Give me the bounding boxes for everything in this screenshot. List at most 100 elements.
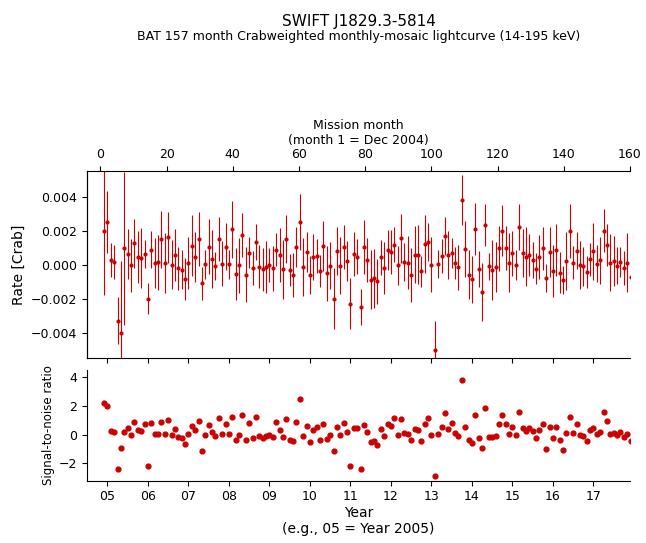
Point <box>615 427 625 436</box>
Point <box>247 433 258 442</box>
Point <box>382 420 393 428</box>
Point <box>291 418 302 426</box>
Point <box>328 446 339 455</box>
Point <box>267 433 278 441</box>
Point <box>112 465 123 473</box>
Point <box>393 431 403 439</box>
Point <box>119 427 129 436</box>
Point <box>281 415 291 424</box>
Point <box>467 439 477 448</box>
Point <box>581 437 592 445</box>
Point <box>211 432 221 440</box>
Point <box>231 435 241 444</box>
Point <box>126 431 136 439</box>
Point <box>507 423 517 432</box>
Point <box>234 431 244 439</box>
Point <box>123 424 133 433</box>
Point <box>362 427 373 436</box>
Point <box>565 412 575 421</box>
Point <box>132 426 143 435</box>
Point <box>136 427 147 435</box>
Point <box>278 433 288 441</box>
Point <box>504 430 514 438</box>
X-axis label: Year
(e.g., 05 = Year 2005): Year (e.g., 05 = Year 2005) <box>282 506 435 536</box>
Point <box>156 418 167 426</box>
Point <box>622 430 632 438</box>
Point <box>214 414 224 422</box>
Point <box>460 422 470 431</box>
Point <box>510 431 521 439</box>
Point <box>430 472 440 481</box>
Point <box>517 424 528 432</box>
Point <box>369 437 379 446</box>
Point <box>474 433 484 442</box>
Point <box>551 422 561 431</box>
Point <box>251 413 261 421</box>
Point <box>440 408 450 417</box>
Point <box>352 424 362 432</box>
Point <box>501 420 511 428</box>
Point <box>589 424 599 432</box>
Point <box>322 435 332 444</box>
Point <box>413 426 423 434</box>
Text: BAT 157 month Crabweighted monthly-mosaic lightcurve (14-195 keV): BAT 157 month Crabweighted monthly-mosai… <box>137 30 580 43</box>
Point <box>203 421 214 430</box>
Point <box>490 432 501 440</box>
Point <box>308 426 318 434</box>
Point <box>261 432 271 440</box>
Point <box>592 430 602 438</box>
Point <box>484 432 494 441</box>
Point <box>345 462 355 471</box>
Point <box>625 437 636 445</box>
Point <box>419 420 430 429</box>
Point <box>224 430 234 438</box>
Point <box>531 434 541 443</box>
Text: SWIFT J1829.3-5814: SWIFT J1829.3-5814 <box>282 14 435 29</box>
Point <box>325 431 335 440</box>
Point <box>143 462 153 471</box>
X-axis label: Mission month
(month 1 = Dec 2004): Mission month (month 1 = Dec 2004) <box>288 119 429 147</box>
Point <box>494 420 504 428</box>
Point <box>183 430 194 438</box>
Point <box>402 430 413 438</box>
Point <box>116 444 126 453</box>
Point <box>537 419 548 428</box>
Point <box>571 420 581 428</box>
Point <box>200 430 211 439</box>
Point <box>541 444 551 453</box>
Point <box>288 437 298 446</box>
Y-axis label: Rate [Crab]: Rate [Crab] <box>12 224 26 305</box>
Point <box>561 428 572 437</box>
Point <box>149 430 160 438</box>
Point <box>284 435 295 444</box>
Point <box>153 429 163 438</box>
Point <box>545 423 555 432</box>
Point <box>609 428 619 437</box>
Point <box>598 407 609 416</box>
Point <box>295 394 305 403</box>
Point <box>244 419 255 428</box>
Point <box>548 434 558 443</box>
Point <box>487 433 497 441</box>
Point <box>271 417 282 426</box>
Point <box>601 416 612 425</box>
Y-axis label: Signal-to-noise ratio: Signal-to-noise ratio <box>42 365 55 485</box>
Point <box>534 425 545 434</box>
Point <box>595 428 605 437</box>
Point <box>349 424 359 432</box>
Point <box>366 438 376 446</box>
Point <box>578 432 589 440</box>
Point <box>359 421 369 430</box>
Point <box>605 430 616 438</box>
Point <box>453 432 464 441</box>
Point <box>102 402 112 411</box>
Point <box>217 430 227 439</box>
Point <box>446 419 457 428</box>
Point <box>463 436 474 445</box>
Point <box>187 421 197 430</box>
Point <box>305 438 315 447</box>
Point <box>332 422 342 431</box>
Point <box>497 411 508 420</box>
Point <box>386 422 396 431</box>
Point <box>437 422 447 431</box>
